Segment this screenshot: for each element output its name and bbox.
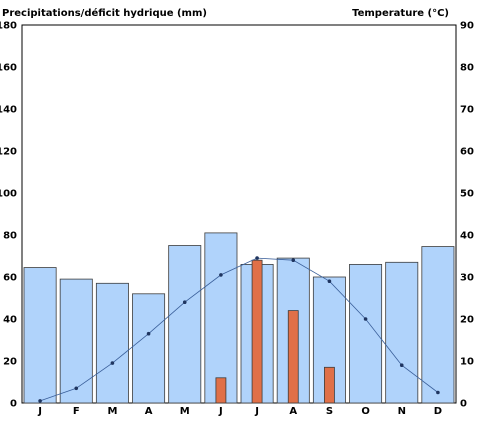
temperature-point	[146, 331, 151, 336]
right-axis-title: Temperature (°C)	[352, 8, 449, 19]
left-tick-label: 80	[3, 231, 17, 242]
temperature-point	[38, 399, 42, 403]
category-label: F	[73, 406, 80, 417]
precipitation-bar	[132, 293, 166, 404]
right-tick-label: 0	[460, 399, 467, 410]
temperature-point	[255, 256, 259, 260]
temperature-line	[39, 257, 439, 402]
temperature-point	[399, 363, 404, 368]
water-deficit-bar	[215, 377, 227, 404]
precipitation-bar	[23, 267, 57, 404]
left-axis-ticks: 0 20 40 60 80 100 120 140 160 180	[0, 21, 17, 410]
right-tick-label: 30	[460, 273, 474, 284]
left-axis-title: Precipitations/déficit hydrique (mm)	[2, 7, 207, 19]
left-tick-label: 40	[3, 315, 17, 326]
left-tick-label: 20	[3, 357, 17, 368]
temperature-point	[291, 258, 296, 263]
precipitation-bar	[349, 263, 383, 404]
water-deficit-bar	[251, 259, 263, 404]
temperature-point	[219, 273, 223, 277]
precipitation-bar	[95, 282, 129, 404]
right-axis-ticks: 0 10 20 30 40 50 60 70 80 90	[460, 21, 474, 410]
left-tick-label: 120	[0, 147, 17, 158]
category-label: M	[180, 406, 190, 417]
temperature-line-series	[38, 256, 440, 403]
right-tick-label: 50	[460, 189, 474, 200]
temperature-point	[74, 386, 79, 391]
water-deficit-bar	[287, 310, 299, 404]
category-label: O	[361, 406, 370, 417]
category-label: J	[218, 406, 223, 417]
category-label: M	[107, 406, 117, 417]
precipitation-bar	[168, 245, 202, 404]
category-label: D	[434, 406, 442, 417]
left-tick-label: 0	[10, 399, 17, 410]
water-deficit-bars	[215, 259, 335, 404]
right-tick-label: 20	[460, 315, 474, 326]
left-tick-label: 180	[0, 21, 17, 32]
category-label: J	[254, 406, 259, 417]
plot-area	[21, 24, 457, 404]
category-label: A	[145, 406, 153, 417]
left-tick-label: 160	[0, 63, 17, 74]
right-tick-label: 10	[460, 357, 474, 368]
precipitation-bar	[59, 278, 93, 404]
category-label: N	[398, 406, 406, 417]
left-tick-label: 60	[3, 273, 17, 284]
category-label: A	[289, 406, 297, 417]
right-tick-label: 90	[460, 21, 474, 32]
right-tick-label: 40	[460, 231, 474, 242]
water-deficit-bar	[324, 366, 335, 404]
category-label: S	[326, 406, 333, 417]
temperature-point	[327, 279, 332, 284]
temperature-point	[182, 300, 187, 305]
precipitation-bars	[23, 232, 455, 404]
left-tick-label: 140	[0, 105, 17, 116]
right-tick-label: 70	[460, 105, 474, 116]
right-tick-label: 60	[460, 147, 474, 158]
right-tick-label: 80	[460, 63, 474, 74]
precipitation-bar	[385, 261, 419, 404]
precipitation-bar	[421, 246, 455, 404]
category-label: J	[37, 406, 42, 417]
temperature-point	[436, 390, 440, 395]
left-tick-label: 100	[0, 189, 17, 200]
temperature-point	[363, 317, 368, 321]
temperature-point	[110, 361, 115, 365]
